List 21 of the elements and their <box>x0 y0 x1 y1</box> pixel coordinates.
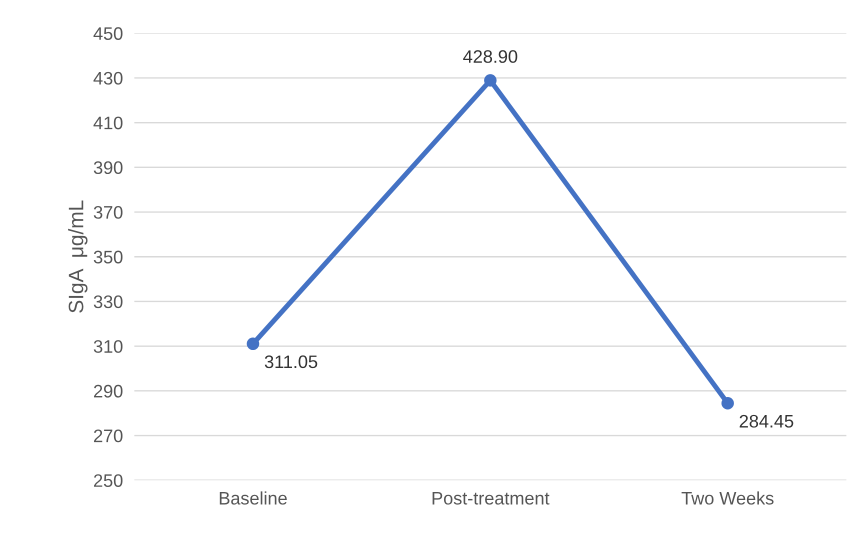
point <box>246 338 260 350</box>
y-tick-label: 450 <box>94 27 122 40</box>
y-tick-label: 270 <box>94 429 122 442</box>
y-axis-title: SIgA μg/mL <box>68 200 88 313</box>
text: 284.45 <box>740 414 794 428</box>
y-tick-label: 330 <box>94 295 122 308</box>
y-tick-label: 350 <box>94 250 122 264</box>
text: 311.05 <box>264 355 318 368</box>
text: 428.90 <box>463 50 518 63</box>
y-tick-label: 390 <box>94 161 122 174</box>
y-tick-label: 310 <box>94 340 122 353</box>
y-tick-label: 430 <box>94 72 122 85</box>
y-tick-label: 410 <box>94 116 122 130</box>
point <box>721 397 734 410</box>
y-tick-label: 370 <box>94 206 122 219</box>
y-tick-label: 290 <box>94 384 122 398</box>
point <box>484 74 497 87</box>
y-tick-label: 250 <box>94 474 122 487</box>
x-tick-label: Baseline <box>220 491 287 505</box>
x-tick-label: Two Weeks <box>682 491 774 505</box>
x-tick-label: Post-treatment <box>432 492 550 505</box>
